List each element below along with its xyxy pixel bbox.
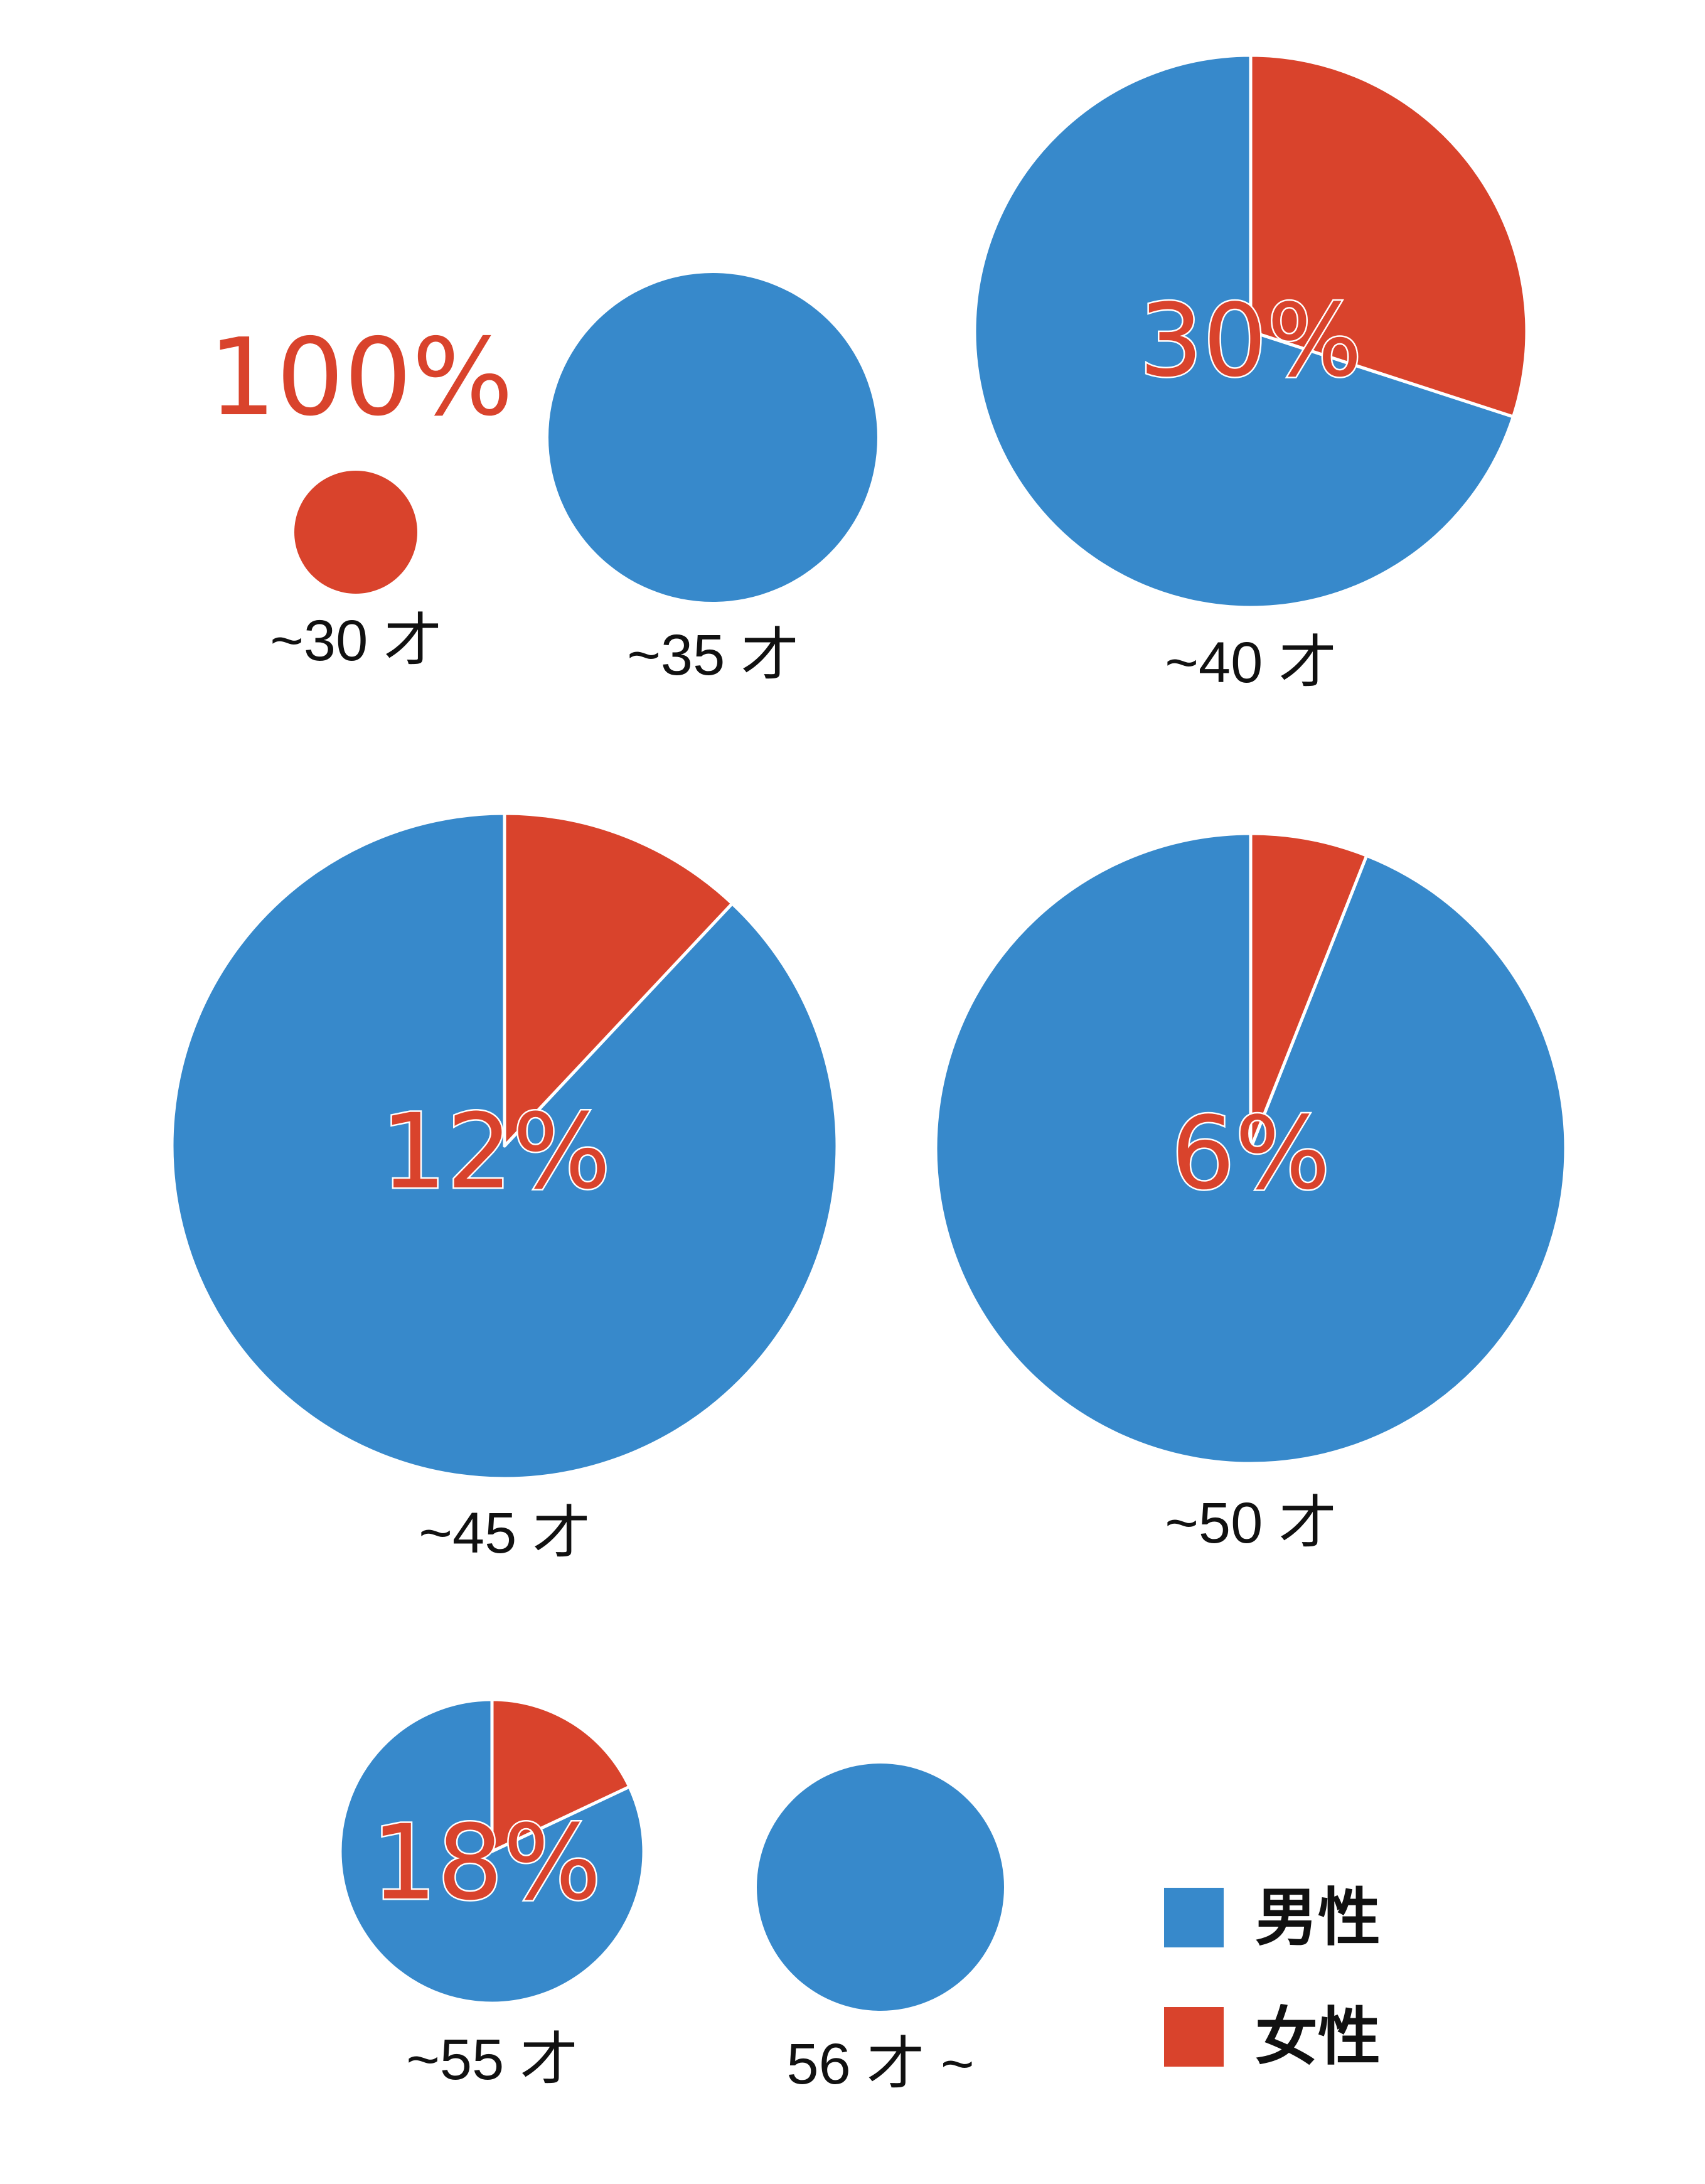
pie-slice-female — [490, 1698, 631, 1853]
legend-label-female: 女性 — [1255, 2000, 1381, 2074]
pie-group: ~35 才 — [548, 273, 877, 687]
pie-group: 18% ~55 才 — [338, 1698, 646, 2092]
age-category-label: ~45 才 — [419, 1501, 591, 1565]
pie-group: 56 才 ~ — [757, 1764, 1004, 2096]
female-percentage-label: 30% — [1139, 282, 1362, 399]
pie-slice-female — [1249, 53, 1529, 419]
female-percentage-label: 6% — [1171, 1095, 1330, 1212]
pie-slice-male — [757, 1764, 1004, 2011]
female-percentage-label: 100% — [208, 316, 513, 440]
age-category-label: ~35 才 — [627, 623, 799, 687]
pie-slice-male — [548, 273, 877, 602]
age-category-label: ~50 才 — [1165, 1491, 1337, 1555]
pie-slice-female — [294, 471, 417, 594]
pie-slice-male — [973, 53, 1515, 609]
pie-group: 100% ~30 才 — [208, 316, 513, 673]
pie-group: 6% ~50 才 — [934, 832, 1568, 1555]
age-category-label: ~55 才 — [406, 2028, 578, 2092]
age-category-label: ~40 才 — [1165, 631, 1337, 695]
legend-label-male: 男性 — [1255, 1881, 1381, 1954]
female-percentage-label: 12% — [381, 1091, 611, 1212]
age-category-label: 56 才 ~ — [786, 2032, 974, 2096]
female-percentage-label: 18% — [371, 1802, 602, 1923]
legend-swatch-female — [1164, 2007, 1224, 2067]
legend-swatch-male — [1164, 1888, 1224, 1947]
pie-slice-female — [1249, 832, 1369, 1150]
pie-slice-female — [503, 811, 734, 1148]
pie-group: 30% ~40 才 — [973, 53, 1529, 695]
pie-group: 12% ~45 才 — [170, 811, 839, 1565]
age-category-label: ~30 才 — [270, 609, 442, 673]
